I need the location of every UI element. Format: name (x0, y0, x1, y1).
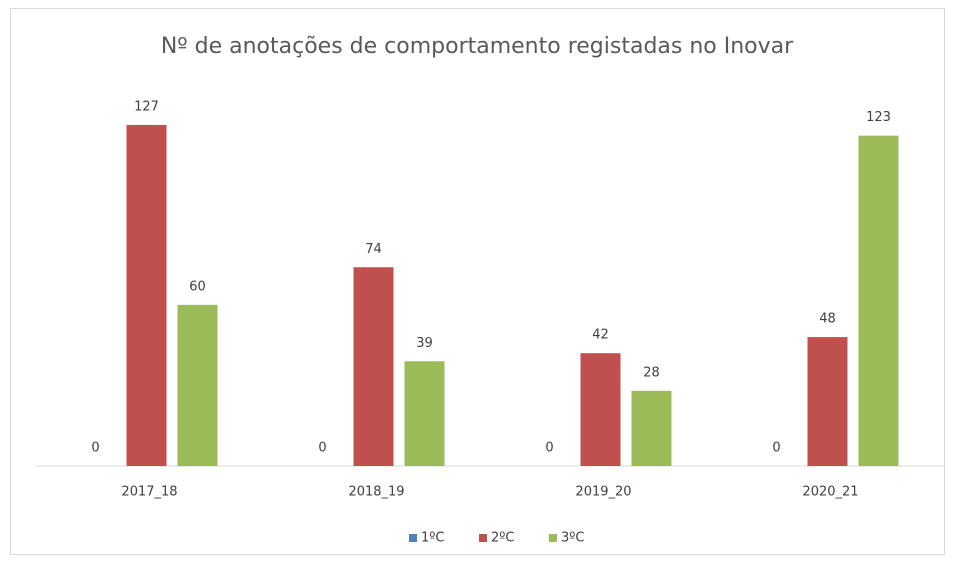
legend-swatch (549, 534, 557, 542)
bar (858, 135, 899, 466)
bar (177, 304, 218, 466)
data-label: 0 (545, 441, 553, 456)
data-label: 39 (416, 336, 433, 351)
x-tick-label: 2020_21 (802, 485, 858, 500)
legend-label: 3ºC (561, 531, 584, 546)
x-tick-label: 2017_18 (121, 485, 177, 500)
bar (126, 124, 167, 467)
data-label: 0 (772, 441, 780, 456)
data-label: 60 (189, 279, 206, 294)
x-tick-label: 2018_19 (348, 485, 404, 500)
x-tick-label: 2019_20 (575, 485, 631, 500)
legend-label: 2ºC (491, 531, 514, 546)
chart-title: Nº de anotações de comportamento regista… (161, 34, 794, 59)
data-label: 42 (592, 328, 609, 343)
data-label: 0 (318, 441, 326, 456)
legend-swatch (409, 534, 417, 542)
legend-swatch (479, 534, 487, 542)
data-label: 74 (365, 242, 382, 257)
data-label: 48 (819, 312, 836, 327)
bar (404, 361, 445, 466)
data-label: 123 (866, 110, 891, 125)
bar (353, 267, 394, 466)
data-label: 28 (643, 365, 660, 380)
bar (807, 337, 848, 466)
bar (631, 390, 672, 466)
data-label: 127 (134, 99, 159, 114)
data-label: 0 (91, 441, 99, 456)
bar (580, 353, 621, 466)
legend-label: 1ºC (421, 531, 444, 546)
